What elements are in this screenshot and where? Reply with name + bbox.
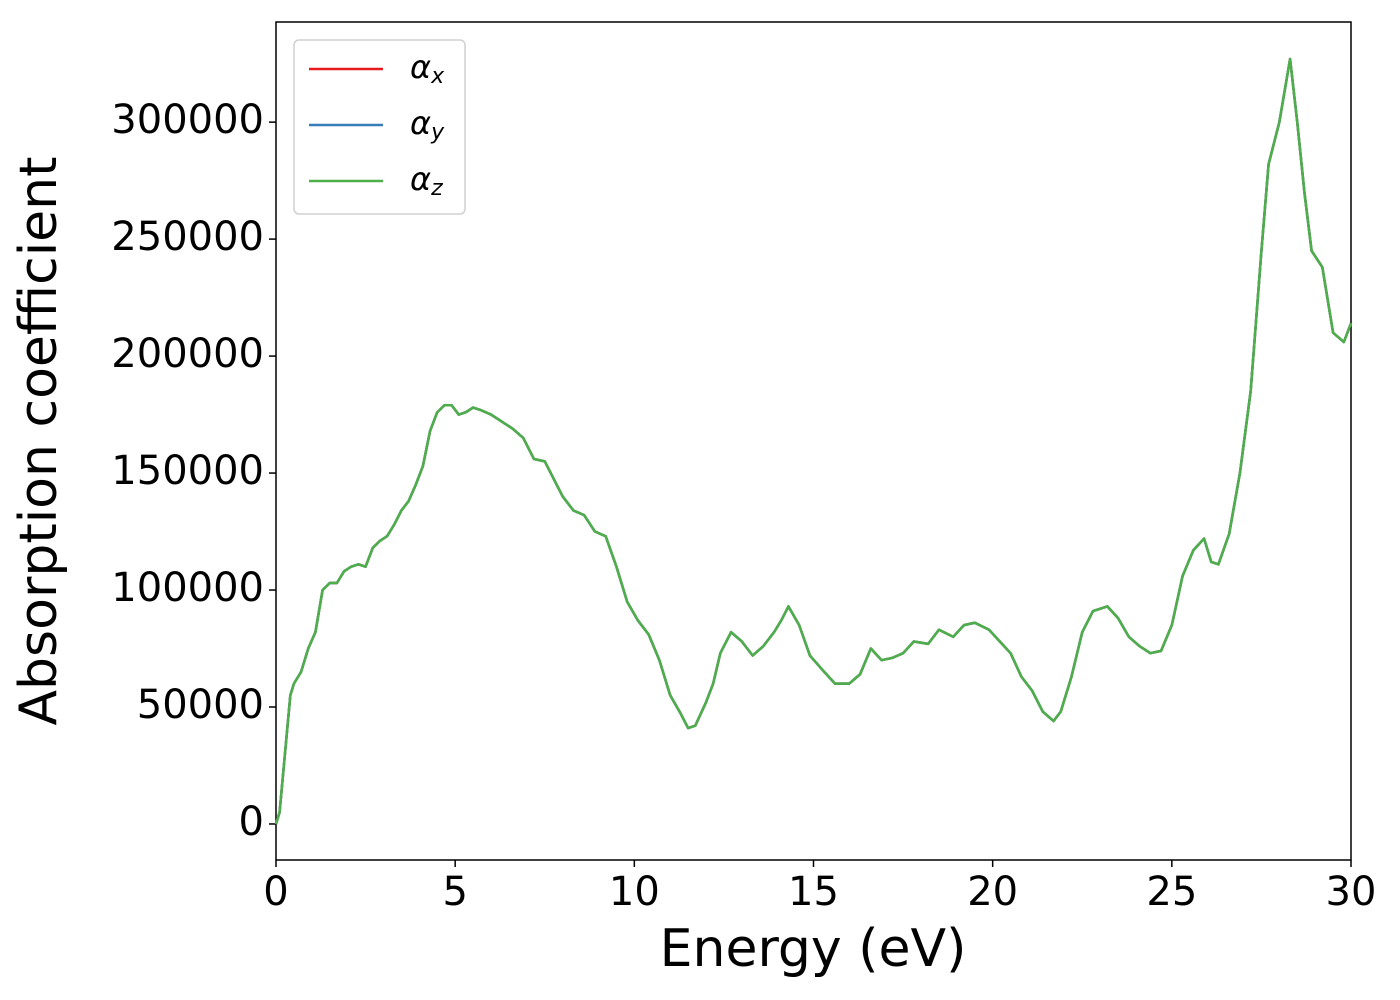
x-tick-label: 25 <box>1146 869 1197 915</box>
y-tick-label: 50000 <box>137 682 264 728</box>
y-axis-label: Absorption coefficient <box>9 156 69 725</box>
x-tick-label: 0 <box>263 869 288 915</box>
x-axis-label: Energy (eV) <box>660 919 967 979</box>
y-tick-label: 250000 <box>111 214 264 260</box>
y-tick-label: 300000 <box>111 97 264 143</box>
legend-box <box>293 39 466 215</box>
x-tick-label: 10 <box>609 869 660 915</box>
x-tick-label: 5 <box>442 869 467 915</box>
x-tick-label: 20 <box>967 869 1018 915</box>
y-tick-label: 0 <box>239 799 264 845</box>
x-tick-label: 30 <box>1326 869 1377 915</box>
y-tick-label: 100000 <box>111 565 264 611</box>
legend-label: αz <box>410 160 443 201</box>
y-tick-label: 200000 <box>111 331 264 377</box>
x-tick-label: 15 <box>788 869 839 915</box>
y-tick-label: 150000 <box>111 448 264 494</box>
data-line <box>274 57 1353 825</box>
